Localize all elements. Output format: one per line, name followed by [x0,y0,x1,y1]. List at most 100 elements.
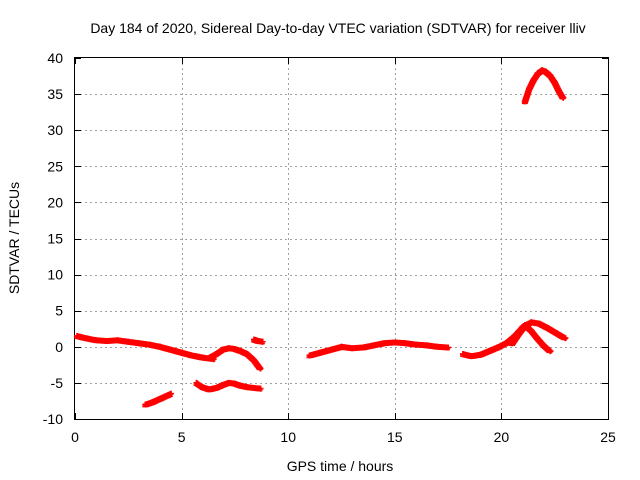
data-point [244,384,251,391]
data-point [538,67,545,74]
x-tick-label: 20 [494,429,510,445]
data-point [103,338,110,345]
data-point [509,340,516,347]
data-point [251,356,258,363]
x-tick-label: 10 [280,429,296,445]
data-point [502,340,509,347]
data-point [212,384,219,391]
data-point [146,341,153,348]
data-point [528,319,535,326]
data-point [257,365,264,372]
data-point [199,354,206,361]
data-point [114,337,121,344]
data-point [157,343,164,350]
y-tick-label: 30 [47,122,63,138]
data-point [257,385,264,392]
series-arc5 [251,336,266,345]
data-point [238,348,245,355]
plot-frame [74,57,609,420]
data-point [327,346,334,353]
data-point [259,338,266,345]
data-point [521,98,528,105]
y-tick-label: 5 [55,303,63,319]
data-point [178,349,185,356]
data-point [338,343,345,350]
series-arc9 [521,67,567,105]
tick-layer: 0 5 10 15 20 25 -10 -5 0 5 10 15 20 25 30 35 40 [43,50,616,445]
data-point [477,351,484,358]
data-point [238,382,245,389]
data-point [534,70,541,77]
data-point [434,343,441,350]
data-point [251,336,258,343]
data-point [494,344,501,351]
series-arc8 [509,322,554,355]
data-point [225,345,232,352]
x-axis-label: GPS time / hours [287,458,394,474]
data-point [231,345,238,352]
x-tick-label: 5 [178,429,186,445]
data-point [515,330,522,337]
series-arc3 [193,379,264,393]
data-point [543,68,550,75]
data-point [93,337,100,344]
data-point [167,390,174,397]
data-point [317,349,324,356]
data-points [74,67,569,408]
data-point [74,332,81,339]
data-point [189,352,196,359]
data-point [148,399,155,406]
data-point [155,396,162,403]
y-tick-label: 20 [47,194,63,210]
data-point [219,382,226,389]
data-point [219,346,226,353]
y-axis-label: SDTVAR / TECUs [6,182,22,294]
series-arc6 [306,339,452,359]
data-point [560,94,567,101]
y-tick-label: -5 [51,375,64,391]
x-tick-label: 25 [600,429,616,445]
data-point [534,335,541,342]
y-tick-label: -10 [43,411,63,427]
data-point [485,348,492,355]
data-point [445,344,452,351]
data-point [541,342,548,349]
y-tick-label: 10 [47,267,63,283]
data-point [167,346,174,353]
data-point [530,76,537,83]
data-point [199,384,206,391]
data-point [206,386,213,393]
series-arc2 [142,390,174,408]
data-point [244,351,251,358]
data-point [526,85,533,92]
y-tick-label: 15 [47,231,63,247]
y-tick-label: 40 [47,50,63,66]
data-point [370,342,377,349]
data-point [391,339,398,346]
data-point [460,351,467,358]
data-point [231,380,238,387]
data-point [528,327,535,334]
data-point [359,344,366,351]
series-arc4 [206,345,264,372]
chart-title: Day 184 of 2020, Sidereal Day-to-day VTE… [90,20,585,36]
data-point [125,338,132,345]
data-point [545,325,552,332]
data-point [553,330,560,337]
data-point [555,87,562,94]
data-point [349,345,356,352]
data-point [306,352,313,359]
data-point [206,354,213,361]
data-point [135,340,142,347]
data-point [251,384,258,391]
data-point [212,351,219,358]
data-point [161,393,168,400]
x-tick-label: 15 [387,429,403,445]
data-point [547,72,554,79]
data-point [142,401,149,408]
data-point [193,379,200,386]
data-point [423,342,430,349]
grid-layer [75,58,608,419]
data-point [82,335,89,342]
